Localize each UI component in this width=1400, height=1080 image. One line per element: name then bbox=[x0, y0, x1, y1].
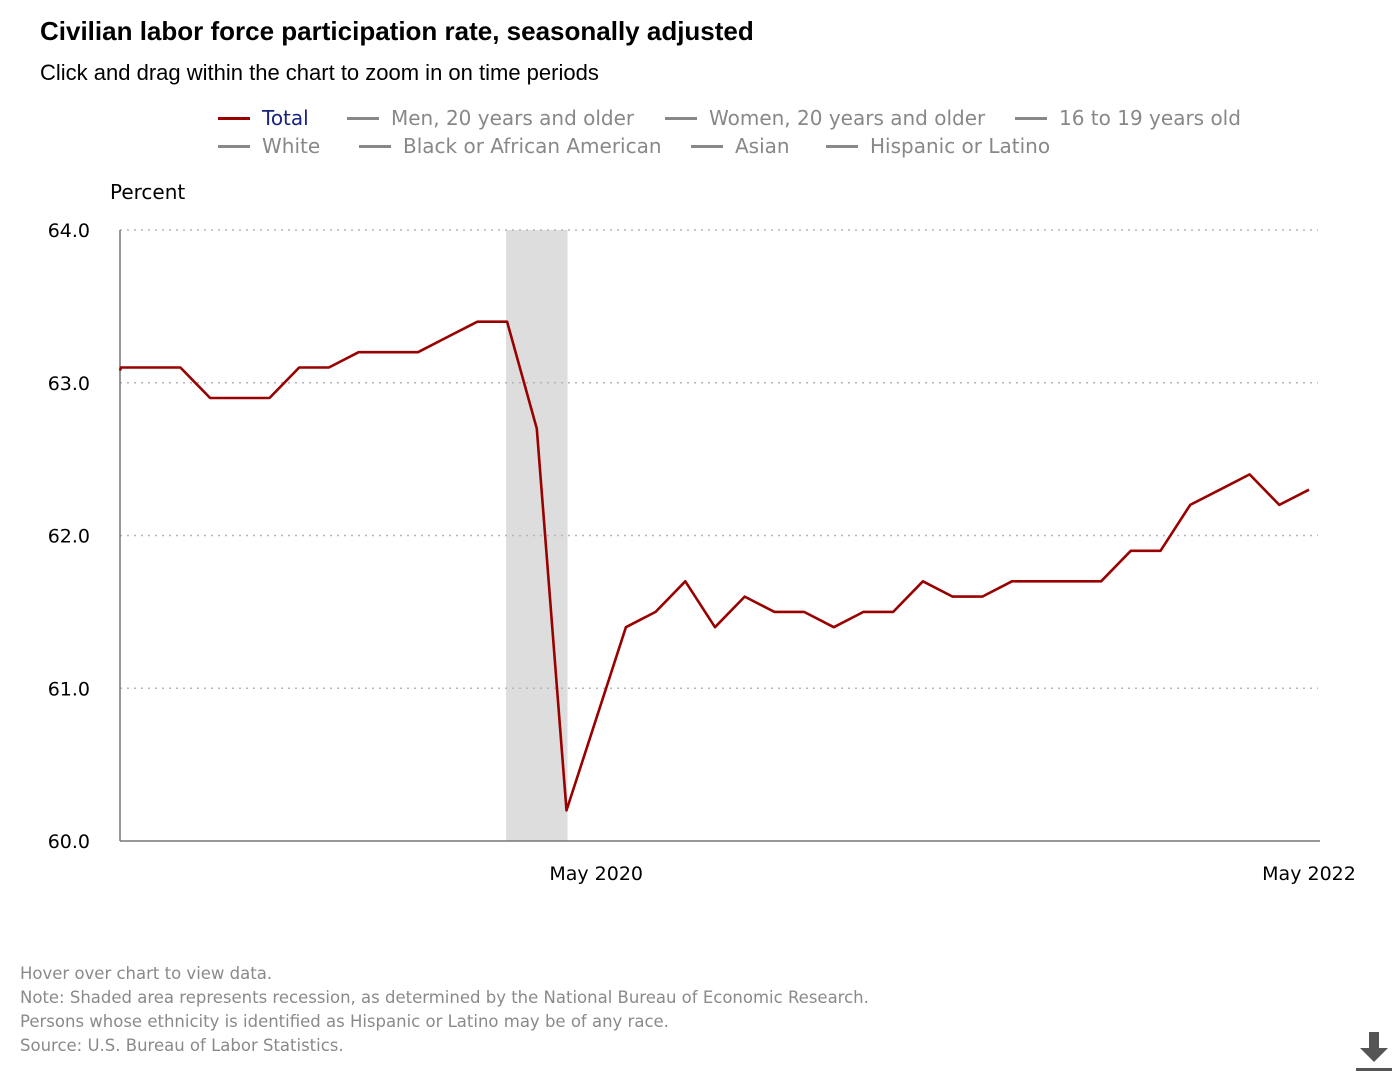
legend-line-icon bbox=[218, 144, 250, 148]
y-tick-label: 60.0 bbox=[48, 831, 90, 853]
data-point[interactable] bbox=[293, 361, 305, 373]
y-tick-label: 61.0 bbox=[48, 678, 90, 700]
legend-item-16-to-19[interactable]: 16 to 19 years old bbox=[1015, 106, 1241, 130]
data-point[interactable] bbox=[1184, 499, 1196, 511]
data-point[interactable] bbox=[353, 346, 365, 358]
data-point[interactable] bbox=[590, 713, 602, 725]
data-point[interactable] bbox=[768, 606, 780, 618]
data-point[interactable] bbox=[828, 621, 840, 633]
legend-line-icon bbox=[218, 116, 250, 120]
data-point[interactable] bbox=[1036, 575, 1048, 587]
data-point[interactable] bbox=[264, 392, 276, 404]
y-tick-label: 63.0 bbox=[48, 373, 90, 395]
x-tick-label: May 2020 bbox=[549, 863, 643, 885]
x-tick-label: May 2022 bbox=[1262, 863, 1356, 885]
note-recession: Note: Shaded area represents recession, … bbox=[20, 988, 869, 1007]
legend-label: Total bbox=[262, 106, 309, 130]
legend-label: Men, 20 years and older bbox=[391, 106, 635, 130]
data-point[interactable] bbox=[1095, 575, 1107, 587]
legend-line-icon bbox=[359, 144, 391, 148]
data-point[interactable] bbox=[739, 591, 751, 603]
data-point[interactable] bbox=[679, 575, 691, 587]
legend-item-black[interactable]: Black or African American bbox=[359, 134, 662, 158]
data-point[interactable] bbox=[115, 361, 127, 373]
legend-label: Hispanic or Latino bbox=[870, 134, 1051, 158]
legend-item-hispanic[interactable]: Hispanic or Latino bbox=[826, 134, 1050, 158]
legend-label: 16 to 19 years old bbox=[1059, 106, 1241, 130]
data-point[interactable] bbox=[947, 591, 959, 603]
legend-item-asian[interactable]: Asian bbox=[691, 134, 790, 158]
data-point[interactable] bbox=[323, 361, 335, 373]
data-point[interactable] bbox=[620, 621, 632, 633]
legend-item-total[interactable]: Total bbox=[218, 106, 309, 130]
legend-item-women[interactable]: Women, 20 years and older bbox=[665, 106, 985, 130]
data-point[interactable] bbox=[234, 392, 246, 404]
legend-line-icon bbox=[691, 144, 723, 148]
data-point[interactable] bbox=[174, 361, 186, 373]
data-point[interactable] bbox=[917, 575, 929, 587]
legend-line-icon bbox=[826, 144, 858, 148]
legend-item-white[interactable]: White bbox=[218, 134, 320, 158]
data-point[interactable] bbox=[442, 331, 454, 343]
note-ethnicity: Persons whose ethnicity is identified as… bbox=[20, 1012, 669, 1031]
data-point[interactable] bbox=[1214, 484, 1226, 496]
data-point[interactable] bbox=[145, 361, 157, 373]
note-hover: Hover over chart to view data. bbox=[20, 964, 273, 983]
series-line-total[interactable] bbox=[118, 320, 1310, 812]
data-point[interactable] bbox=[561, 804, 573, 816]
y-axis-title: Percent bbox=[110, 180, 185, 204]
download-icon[interactable] bbox=[1354, 1030, 1394, 1074]
data-point[interactable] bbox=[976, 591, 988, 603]
data-point[interactable] bbox=[858, 606, 870, 618]
data-point[interactable] bbox=[1244, 468, 1256, 480]
data-point[interactable] bbox=[1273, 499, 1285, 511]
data-point[interactable] bbox=[1303, 484, 1315, 496]
data-point[interactable] bbox=[650, 606, 662, 618]
note-source: Source: U.S. Bureau of Labor Statistics. bbox=[20, 1036, 344, 1055]
legend-label: White bbox=[262, 134, 321, 158]
data-point[interactable] bbox=[1125, 545, 1137, 557]
legend-line-icon bbox=[665, 116, 697, 120]
data-point[interactable] bbox=[204, 392, 216, 404]
data-point[interactable] bbox=[501, 316, 513, 328]
legend-line-icon bbox=[1015, 116, 1047, 120]
recession-band bbox=[506, 230, 568, 841]
data-point[interactable] bbox=[531, 423, 543, 435]
line-chart[interactable]: 64.0 63.0 62.0 61.0 60.0 Percent May 2020 May 2… bbox=[0, 0, 1400, 940]
legend-label: Women, 20 years and older bbox=[709, 106, 986, 130]
data-point[interactable] bbox=[412, 346, 424, 358]
legend-item-men[interactable]: Men, 20 years and older bbox=[347, 106, 634, 130]
legend-label: Asian bbox=[735, 134, 790, 158]
legend-label: Black or African American bbox=[403, 134, 662, 158]
data-point[interactable] bbox=[1065, 575, 1077, 587]
chart-title: Civilian labor force participation rate,… bbox=[40, 16, 754, 46]
data-point[interactable] bbox=[709, 621, 721, 633]
data-point[interactable] bbox=[798, 606, 810, 618]
data-point[interactable] bbox=[1006, 575, 1018, 587]
legend-line-icon bbox=[347, 116, 379, 120]
chart-subtitle: Click and drag within the chart to zoom … bbox=[40, 60, 599, 85]
data-point[interactable] bbox=[1155, 545, 1167, 557]
y-tick-label: 64.0 bbox=[48, 220, 90, 242]
chart-notes: Hover over chart to view data. Note: Sha… bbox=[20, 962, 869, 1058]
data-point[interactable] bbox=[471, 316, 483, 328]
y-tick-label: 62.0 bbox=[48, 526, 90, 548]
data-point[interactable] bbox=[382, 346, 394, 358]
data-point[interactable] bbox=[887, 606, 899, 618]
